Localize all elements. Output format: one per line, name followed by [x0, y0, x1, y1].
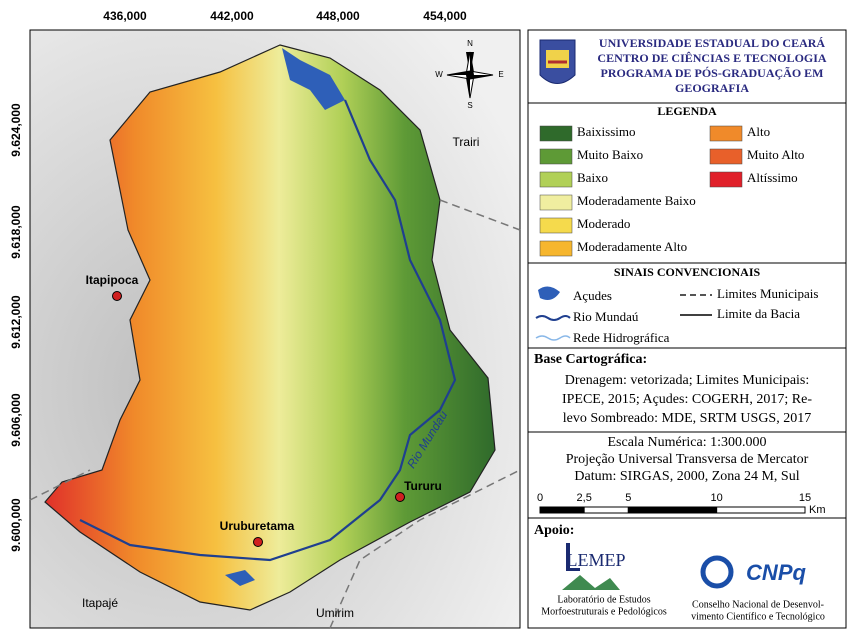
base-line: IPECE, 2015; Açudes: COGERH, 2017; Re- [562, 392, 812, 407]
x-coord-label: 454,000 [423, 9, 467, 23]
symbol-label: Açudes [573, 288, 612, 303]
legend-swatch [539, 148, 573, 165]
y-coord-label: 9.618,000 [9, 205, 23, 259]
compass-label: N [467, 39, 473, 48]
compass-label: E [498, 70, 503, 79]
base-line: levo Sombreado: MDE, SRTM USGS, 2017 [563, 411, 811, 426]
legend-label: Baixo [577, 170, 608, 185]
scale-tick-label: 10 [711, 492, 723, 504]
city-marker [112, 291, 122, 301]
symbol-label: Limite da Bacia [717, 306, 800, 321]
legend-swatch [539, 125, 573, 142]
legend-swatch [539, 240, 573, 257]
symbols-title: SINAIS CONVENCIONAIS [614, 265, 761, 279]
x-coord-label: 436,000 [103, 9, 147, 23]
support-title: Apoio: [534, 523, 574, 538]
x-coord-label: 442,000 [210, 9, 254, 23]
lemep-name: Morfoestruturais e Pedológicos [541, 606, 667, 617]
side-panel [527, 29, 847, 629]
legend-label: Muito Baixo [577, 147, 643, 162]
header-line: PROGRAMA DE PÓS-GRADUAÇÃO EM [601, 66, 824, 80]
x-coord-label: 448,000 [316, 9, 360, 23]
y-coord-label: 9.624,000 [9, 103, 23, 157]
lemep-text: LEMEP [566, 550, 625, 570]
scale-bar-segment [716, 506, 806, 514]
place-label: Tururu [404, 479, 442, 493]
scale-bar-segment [583, 506, 629, 514]
legend-swatch [709, 148, 743, 165]
legend-label: Moderadamente Alto [577, 239, 687, 254]
header-line: UNIVERSIDADE ESTADUAL DO CEARÁ [599, 36, 825, 50]
legend-swatch [539, 194, 573, 211]
legend-swatch [539, 217, 573, 234]
scale-tick-label: 5 [625, 492, 631, 504]
university-logo [539, 39, 576, 84]
compass-label: S [467, 101, 472, 110]
legend-swatch [539, 171, 573, 188]
place-label: Itapajé [82, 596, 118, 610]
scale-tick-label: 0 [537, 492, 543, 504]
y-coord-label: 9.606,000 [9, 393, 23, 447]
header-line: GEOGRAFIA [675, 81, 749, 95]
scale-tick-label: 2,5 [577, 492, 592, 504]
lemep-logo [562, 543, 620, 590]
legend-label: Muito Alto [747, 147, 804, 162]
basin [44, 44, 496, 611]
legend-title: LEGENDA [657, 104, 717, 118]
y-coord-label: 9.600,000 [9, 498, 23, 552]
scale-bar-segment [627, 506, 718, 514]
legend-label: Baixissimo [577, 124, 636, 139]
header-line: CENTRO DE CIÊNCIAS E TECNOLOGIA [597, 51, 826, 65]
legend-swatch [709, 171, 743, 188]
symbol-label: Limites Municipais [717, 286, 818, 301]
legend-label: Alto [747, 124, 770, 139]
compass-label: W [435, 70, 443, 79]
symbol-label: Rede Hidrográfica [573, 330, 670, 345]
reservoir [282, 48, 345, 110]
municipal-limit [329, 469, 521, 629]
scale-line: Projeção Universal Transversa de Mercato… [566, 452, 809, 467]
cnpq-logo [700, 555, 734, 589]
legend-label: Moderadamente Baixo [577, 193, 696, 208]
lemep-name: Laboratório de Estudos [557, 594, 650, 605]
cnpq-name: Conselho Nacional de Desenvol- [692, 599, 824, 610]
scale-line: Escala Numérica: 1:300.000 [607, 435, 766, 450]
base-title: Base Cartográfica: [534, 352, 647, 367]
city-marker [253, 537, 263, 547]
legend-swatch [709, 125, 743, 142]
compass: N S E W [435, 39, 503, 110]
place-label: Uruburetama [220, 519, 295, 533]
legend-label: Altíssimo [747, 170, 798, 185]
scale-bar-segment [539, 506, 585, 514]
place-label: Trairi [453, 135, 480, 149]
city-marker [395, 492, 405, 502]
scale-unit: Km [809, 504, 826, 516]
scale-line: Datum: SIRGAS, 2000, Zona 24 M, Sul [574, 469, 799, 484]
place-label: Itapipoca [86, 273, 139, 287]
scale-tick-label: 15 [799, 492, 811, 504]
legend-label: Moderado [577, 216, 630, 231]
symbol-label: Rio Mundaú [573, 309, 639, 324]
cnpq-text: CNPq [746, 560, 806, 585]
river-symbol [535, 315, 571, 321]
reservoir [225, 570, 255, 586]
drainage-symbol [535, 335, 571, 341]
river [79, 99, 457, 562]
reservoir-symbol [538, 286, 560, 300]
base-line: Drenagem: vetorizada; Limites Municipais… [565, 373, 810, 388]
y-coord-label: 9.612,000 [9, 295, 23, 349]
place-label: Umirim [316, 606, 354, 620]
cnpq-name: vimento Científico e Tecnológico [691, 611, 825, 622]
municipal-limit [29, 199, 521, 501]
